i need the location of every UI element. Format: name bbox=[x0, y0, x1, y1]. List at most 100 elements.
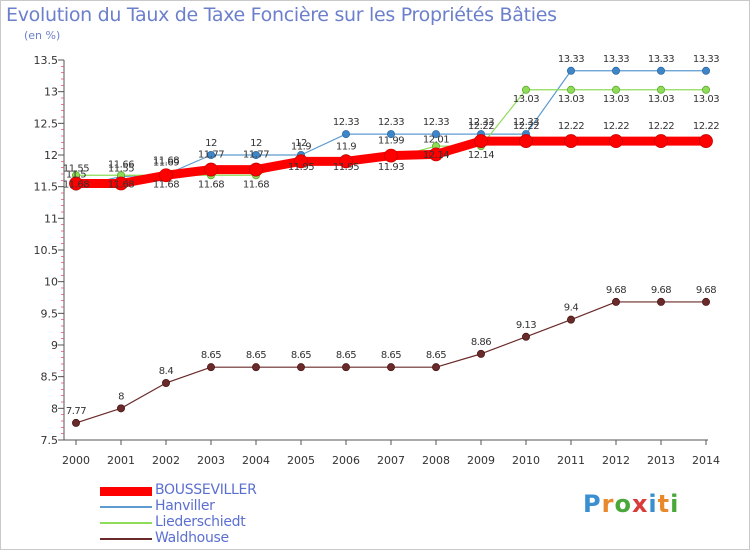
data-point-bousseviller bbox=[159, 168, 173, 183]
data-label-waldhouse: 9.68 bbox=[651, 285, 671, 296]
data-label-liederschiedt: 11.68 bbox=[63, 179, 89, 190]
data-point-bousseviller bbox=[249, 162, 263, 177]
data-label-waldhouse: 7.77 bbox=[66, 406, 86, 417]
data-point-waldhouse bbox=[567, 315, 576, 324]
data-label-bousseviller: 11.55 bbox=[108, 164, 134, 175]
y-axis-unit-label: (en %) bbox=[24, 29, 61, 42]
data-label-liederschiedt: 11.95 bbox=[333, 162, 359, 173]
data-point-hanviller bbox=[341, 130, 350, 139]
data-label-waldhouse: 9.13 bbox=[516, 320, 536, 331]
data-point-bousseviller bbox=[564, 134, 578, 148]
logo-letter: r bbox=[601, 490, 615, 518]
legend-label: Waldhouse bbox=[155, 530, 229, 546]
data-label-liederschiedt: 13.03 bbox=[693, 94, 719, 105]
data-label-liederschiedt: 13.03 bbox=[648, 94, 674, 105]
logo-letter: o bbox=[614, 490, 632, 518]
logo-letter: x bbox=[631, 490, 649, 518]
data-point-waldhouse bbox=[117, 404, 126, 413]
data-point-waldhouse bbox=[251, 363, 260, 372]
y-tick-label: 11 bbox=[44, 212, 58, 225]
data-point-waldhouse bbox=[431, 363, 440, 372]
legend-swatch bbox=[100, 506, 152, 508]
data-label-bousseviller: 12.22 bbox=[513, 121, 539, 132]
data-label-bousseviller: 11.9 bbox=[336, 141, 356, 152]
series-line-waldhouse bbox=[75, 301, 706, 424]
data-point-hanviller bbox=[612, 66, 621, 75]
data-point-waldhouse bbox=[386, 363, 395, 372]
data-label-hanviller: 11.66 bbox=[108, 160, 134, 171]
chart-data-labels: 11.55 11.55 11.68 11.77 11.77 11.9 11.9 11.99 12… bbox=[63, 54, 720, 417]
y-tick-label: 10.5 bbox=[34, 244, 59, 257]
x-tick-label: 2005 bbox=[287, 454, 315, 467]
data-point-waldhouse bbox=[341, 363, 350, 372]
data-label-waldhouse: 8.86 bbox=[471, 337, 491, 348]
y-tick-label: 7.5 bbox=[41, 434, 59, 447]
legend-swatch bbox=[100, 487, 152, 496]
legend-label: Liederschiedt bbox=[155, 514, 246, 530]
data-label-hanviller: 12.33 bbox=[513, 117, 539, 128]
data-point-bousseviller bbox=[204, 162, 218, 177]
x-tick-label: 2012 bbox=[602, 454, 630, 467]
y-tick-label: 9 bbox=[51, 339, 58, 352]
x-tick-label: 2011 bbox=[557, 454, 585, 467]
logo-letter: i bbox=[648, 490, 658, 518]
data-point-waldhouse bbox=[612, 297, 621, 306]
legend-swatch bbox=[100, 538, 152, 540]
data-point-waldhouse bbox=[522, 332, 531, 341]
data-point-waldhouse bbox=[702, 297, 711, 306]
data-point-hanviller bbox=[386, 130, 395, 139]
data-point-hanviller bbox=[206, 150, 215, 159]
data-point-waldhouse bbox=[296, 363, 305, 372]
data-label-waldhouse: 8.65 bbox=[381, 350, 401, 361]
data-label-bousseviller: 11.68 bbox=[153, 155, 179, 166]
x-tick-label: 2004 bbox=[242, 454, 270, 467]
data-point-bousseviller bbox=[339, 154, 353, 169]
x-tick-label: 2013 bbox=[647, 454, 675, 467]
data-label-hanviller: 12 bbox=[295, 138, 307, 149]
data-label-waldhouse: 8.65 bbox=[336, 350, 356, 361]
y-tick-label: 10 bbox=[44, 276, 58, 289]
data-point-bousseviller bbox=[384, 148, 398, 163]
y-tick-label: 8.5 bbox=[41, 371, 59, 384]
data-label-hanviller: 13.33 bbox=[603, 54, 629, 65]
y-tick-label: 11.5 bbox=[34, 181, 59, 194]
data-point-waldhouse bbox=[657, 297, 666, 306]
data-point-waldhouse bbox=[476, 349, 485, 358]
data-point-bousseviller bbox=[429, 147, 443, 162]
legend-label: BOUSSEVILLER bbox=[155, 482, 257, 498]
data-label-liederschiedt: 12.14 bbox=[468, 150, 494, 161]
data-label-bousseviller: 11.55 bbox=[63, 164, 89, 175]
x-tick-label: 2010 bbox=[512, 454, 540, 467]
data-label-liederschiedt: 11.95 bbox=[288, 162, 314, 173]
data-point-liederschiedt bbox=[657, 85, 666, 94]
x-tick-label: 2014 bbox=[692, 454, 720, 467]
data-label-waldhouse: 8.65 bbox=[426, 350, 446, 361]
data-point-bousseviller bbox=[474, 134, 488, 148]
y-tick-label: 8 bbox=[51, 402, 58, 415]
data-label-hanviller: 12 bbox=[205, 138, 217, 149]
data-label-hanviller: 11.5 bbox=[66, 170, 86, 181]
data-point-hanviller bbox=[251, 150, 260, 159]
data-label-bousseviller: 11.99 bbox=[378, 136, 404, 147]
chart-series bbox=[69, 66, 713, 427]
x-tick-label: 2009 bbox=[467, 454, 495, 467]
data-point-bousseviller bbox=[519, 134, 533, 148]
data-point-hanviller bbox=[431, 130, 440, 139]
y-tick-label: 13 bbox=[44, 86, 58, 99]
data-label-hanviller: 12.33 bbox=[468, 117, 494, 128]
data-label-liederschiedt: 11.68 bbox=[243, 179, 269, 190]
data-label-hanviller: 12.33 bbox=[378, 117, 404, 128]
data-label-liederschiedt: 11.93 bbox=[378, 162, 404, 173]
data-label-bousseviller: 11.77 bbox=[243, 150, 269, 161]
data-label-hanviller: 12.33 bbox=[423, 117, 449, 128]
y-tick-label: 12 bbox=[44, 149, 58, 162]
data-label-liederschiedt: 13.03 bbox=[558, 94, 584, 105]
logo-letter: P bbox=[583, 490, 602, 518]
x-tick-label: 2001 bbox=[107, 454, 135, 467]
data-label-bousseviller: 12.22 bbox=[648, 121, 674, 132]
data-label-liederschiedt: 11.68 bbox=[198, 179, 224, 190]
data-label-waldhouse: 8.4 bbox=[159, 366, 174, 377]
data-label-waldhouse: 9.68 bbox=[606, 285, 626, 296]
